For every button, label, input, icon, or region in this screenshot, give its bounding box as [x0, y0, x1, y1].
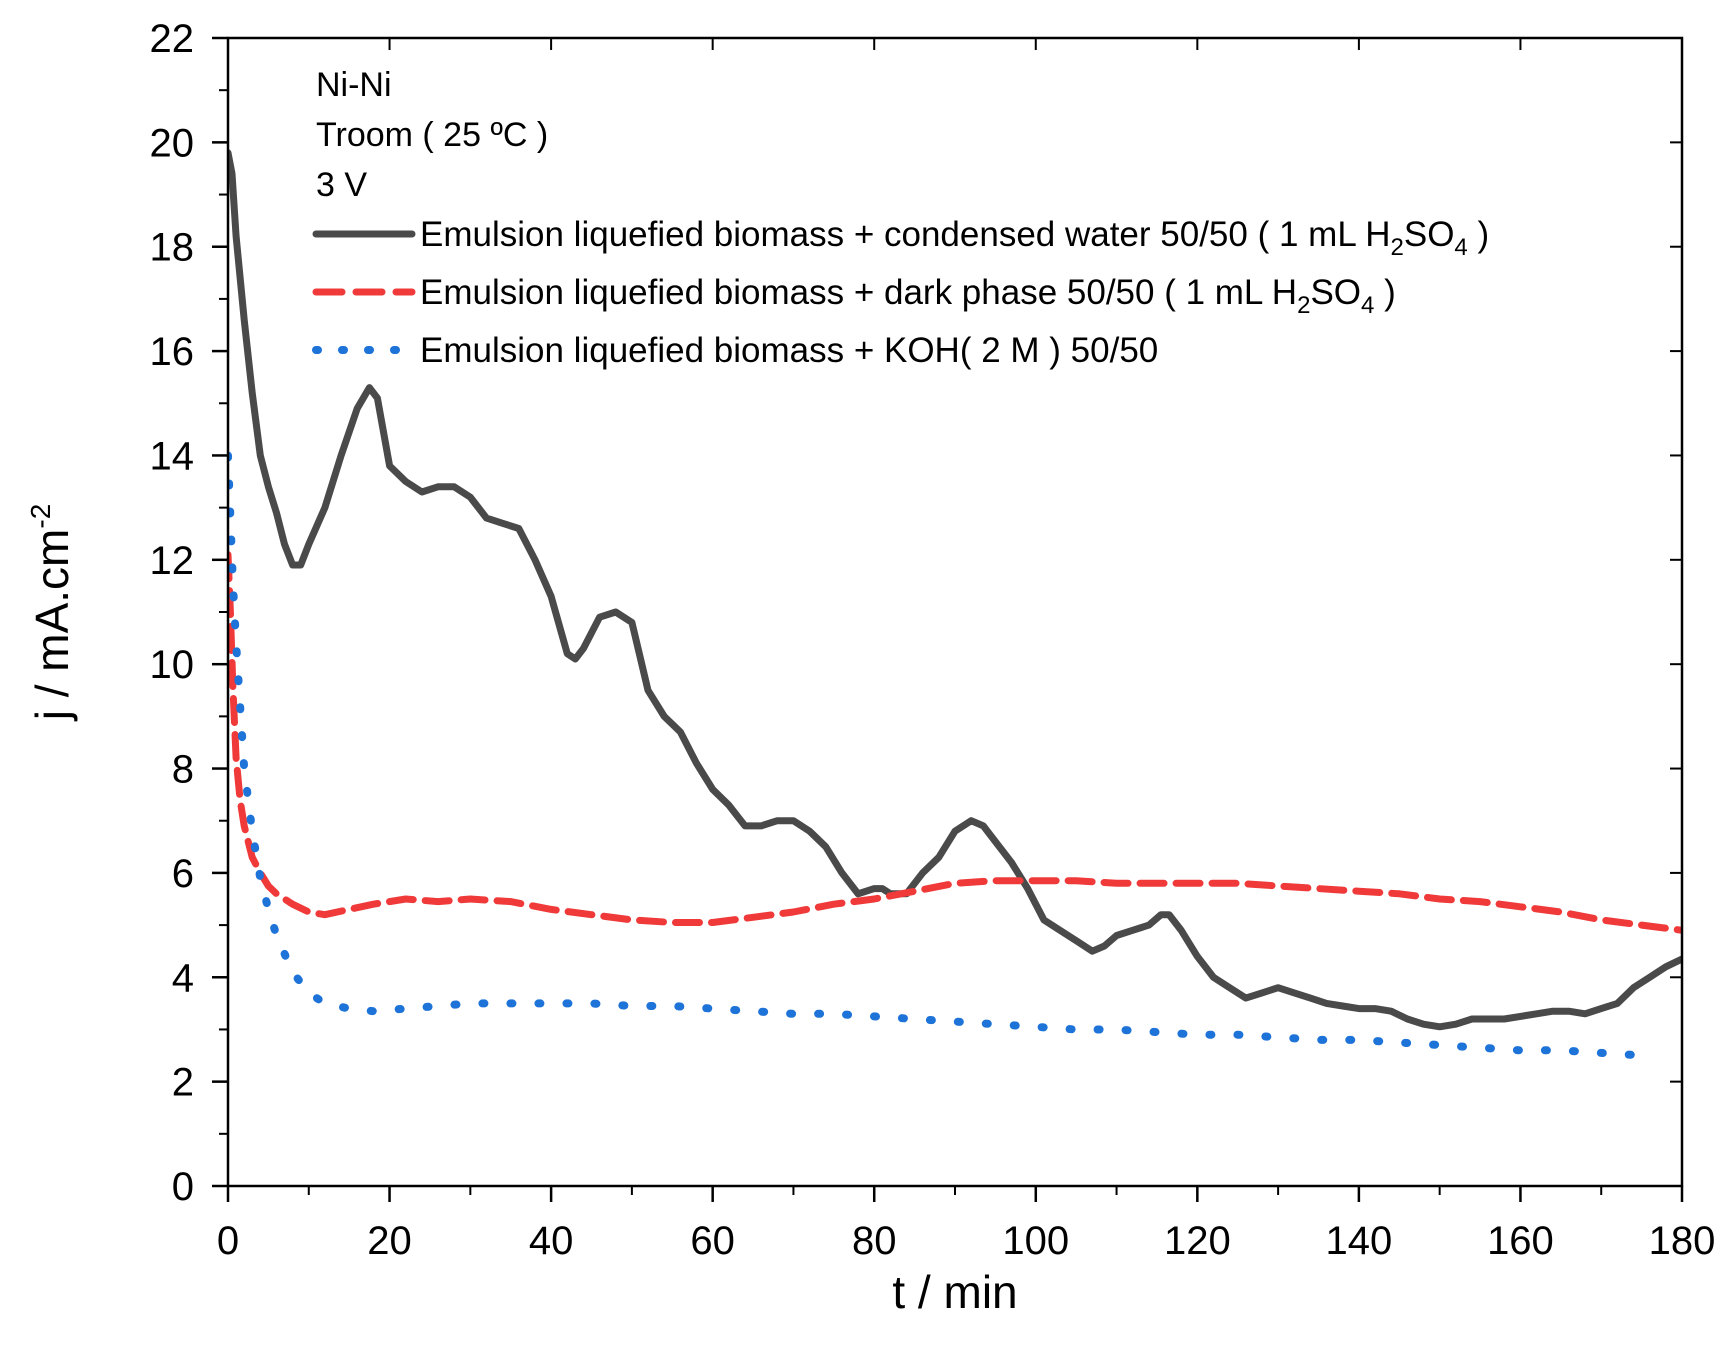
legend-label-part: ): [1468, 215, 1489, 254]
ticks-layer: [212, 36, 1684, 1202]
x-tick-label: 0: [217, 1219, 239, 1263]
legend-label-part: Emulsion liquefied biomass + dark phase …: [420, 273, 1297, 312]
tick-labels: 0 20 40 60 80 100 120 140 160 180 0 2 4 6 8 10 12 14 16 18 2…: [150, 17, 1716, 1263]
annotations: Ni-Ni Troom ( 25 ºC ) 3 V: [316, 66, 548, 204]
x-tick-label: 100: [1002, 1219, 1069, 1263]
annotation-2: Troom ( 25 ºC ): [316, 116, 548, 154]
legend-label-part: ): [1374, 273, 1395, 312]
legend-label-part: Emulsion liquefied biomass + condensed w…: [420, 215, 1390, 254]
y-tick-label: 14: [150, 434, 195, 478]
legend-label-3: Emulsion liquefied biomass + KOH( 2 M ) …: [420, 331, 1158, 370]
legend-label-part: SO: [1404, 215, 1455, 254]
y-tick-label: 18: [150, 226, 195, 270]
series-line-2: [228, 551, 1682, 934]
y-tick-label: 20: [150, 121, 195, 165]
y-tick-label: 0: [172, 1165, 194, 1209]
y-tick-label: 22: [150, 17, 195, 61]
annotation-3: 3 V: [316, 166, 367, 204]
x-tick-label: 120: [1164, 1219, 1231, 1263]
y-tick-label: 4: [172, 956, 194, 1000]
x-axis-title: t / min: [892, 1266, 1017, 1318]
y-tick-label: 8: [172, 748, 194, 792]
y-tick-label: 6: [172, 852, 194, 896]
y-tick-label: 2: [172, 1061, 194, 1105]
legend-label-part: Emulsion liquefied biomass + KOH( 2 M ) …: [420, 331, 1158, 370]
y-axis-title: j / mA.cm-2: [25, 504, 78, 723]
legend-label-2: Emulsion liquefied biomass + dark phase …: [420, 273, 1396, 319]
y-axis-title-main: j / mA.cm: [26, 529, 78, 723]
x-tick-label: 80: [852, 1219, 897, 1263]
series-layer: [228, 149, 1682, 1060]
x-tick-label: 160: [1487, 1219, 1554, 1263]
x-tick-label: 60: [690, 1219, 735, 1263]
x-tick-label: 40: [529, 1219, 574, 1263]
y-axis-title-superscript: -2: [25, 504, 56, 529]
plot-frame: [226, 36, 1684, 1188]
legend-label-1: Emulsion liquefied biomass + condensed w…: [420, 215, 1489, 261]
y-tick-label: 12: [150, 539, 195, 583]
y-tick-label: 16: [150, 330, 195, 374]
legend-label-part: 4: [1454, 234, 1467, 261]
y-tick-label: 10: [150, 643, 195, 687]
series-line-3: [228, 451, 1646, 1060]
legend-label-part: SO: [1310, 273, 1361, 312]
legend-label-part: 4: [1361, 292, 1374, 319]
legend-label-part: 2: [1390, 234, 1403, 261]
legend: Emulsion liquefied biomass + condensed w…: [312, 215, 1489, 370]
x-tick-label: 140: [1326, 1219, 1393, 1263]
annotation-1: Ni-Ni: [316, 66, 392, 104]
x-tick-label: 20: [367, 1219, 412, 1263]
x-tick-label: 180: [1649, 1219, 1716, 1263]
legend-label-part: 2: [1297, 292, 1310, 319]
